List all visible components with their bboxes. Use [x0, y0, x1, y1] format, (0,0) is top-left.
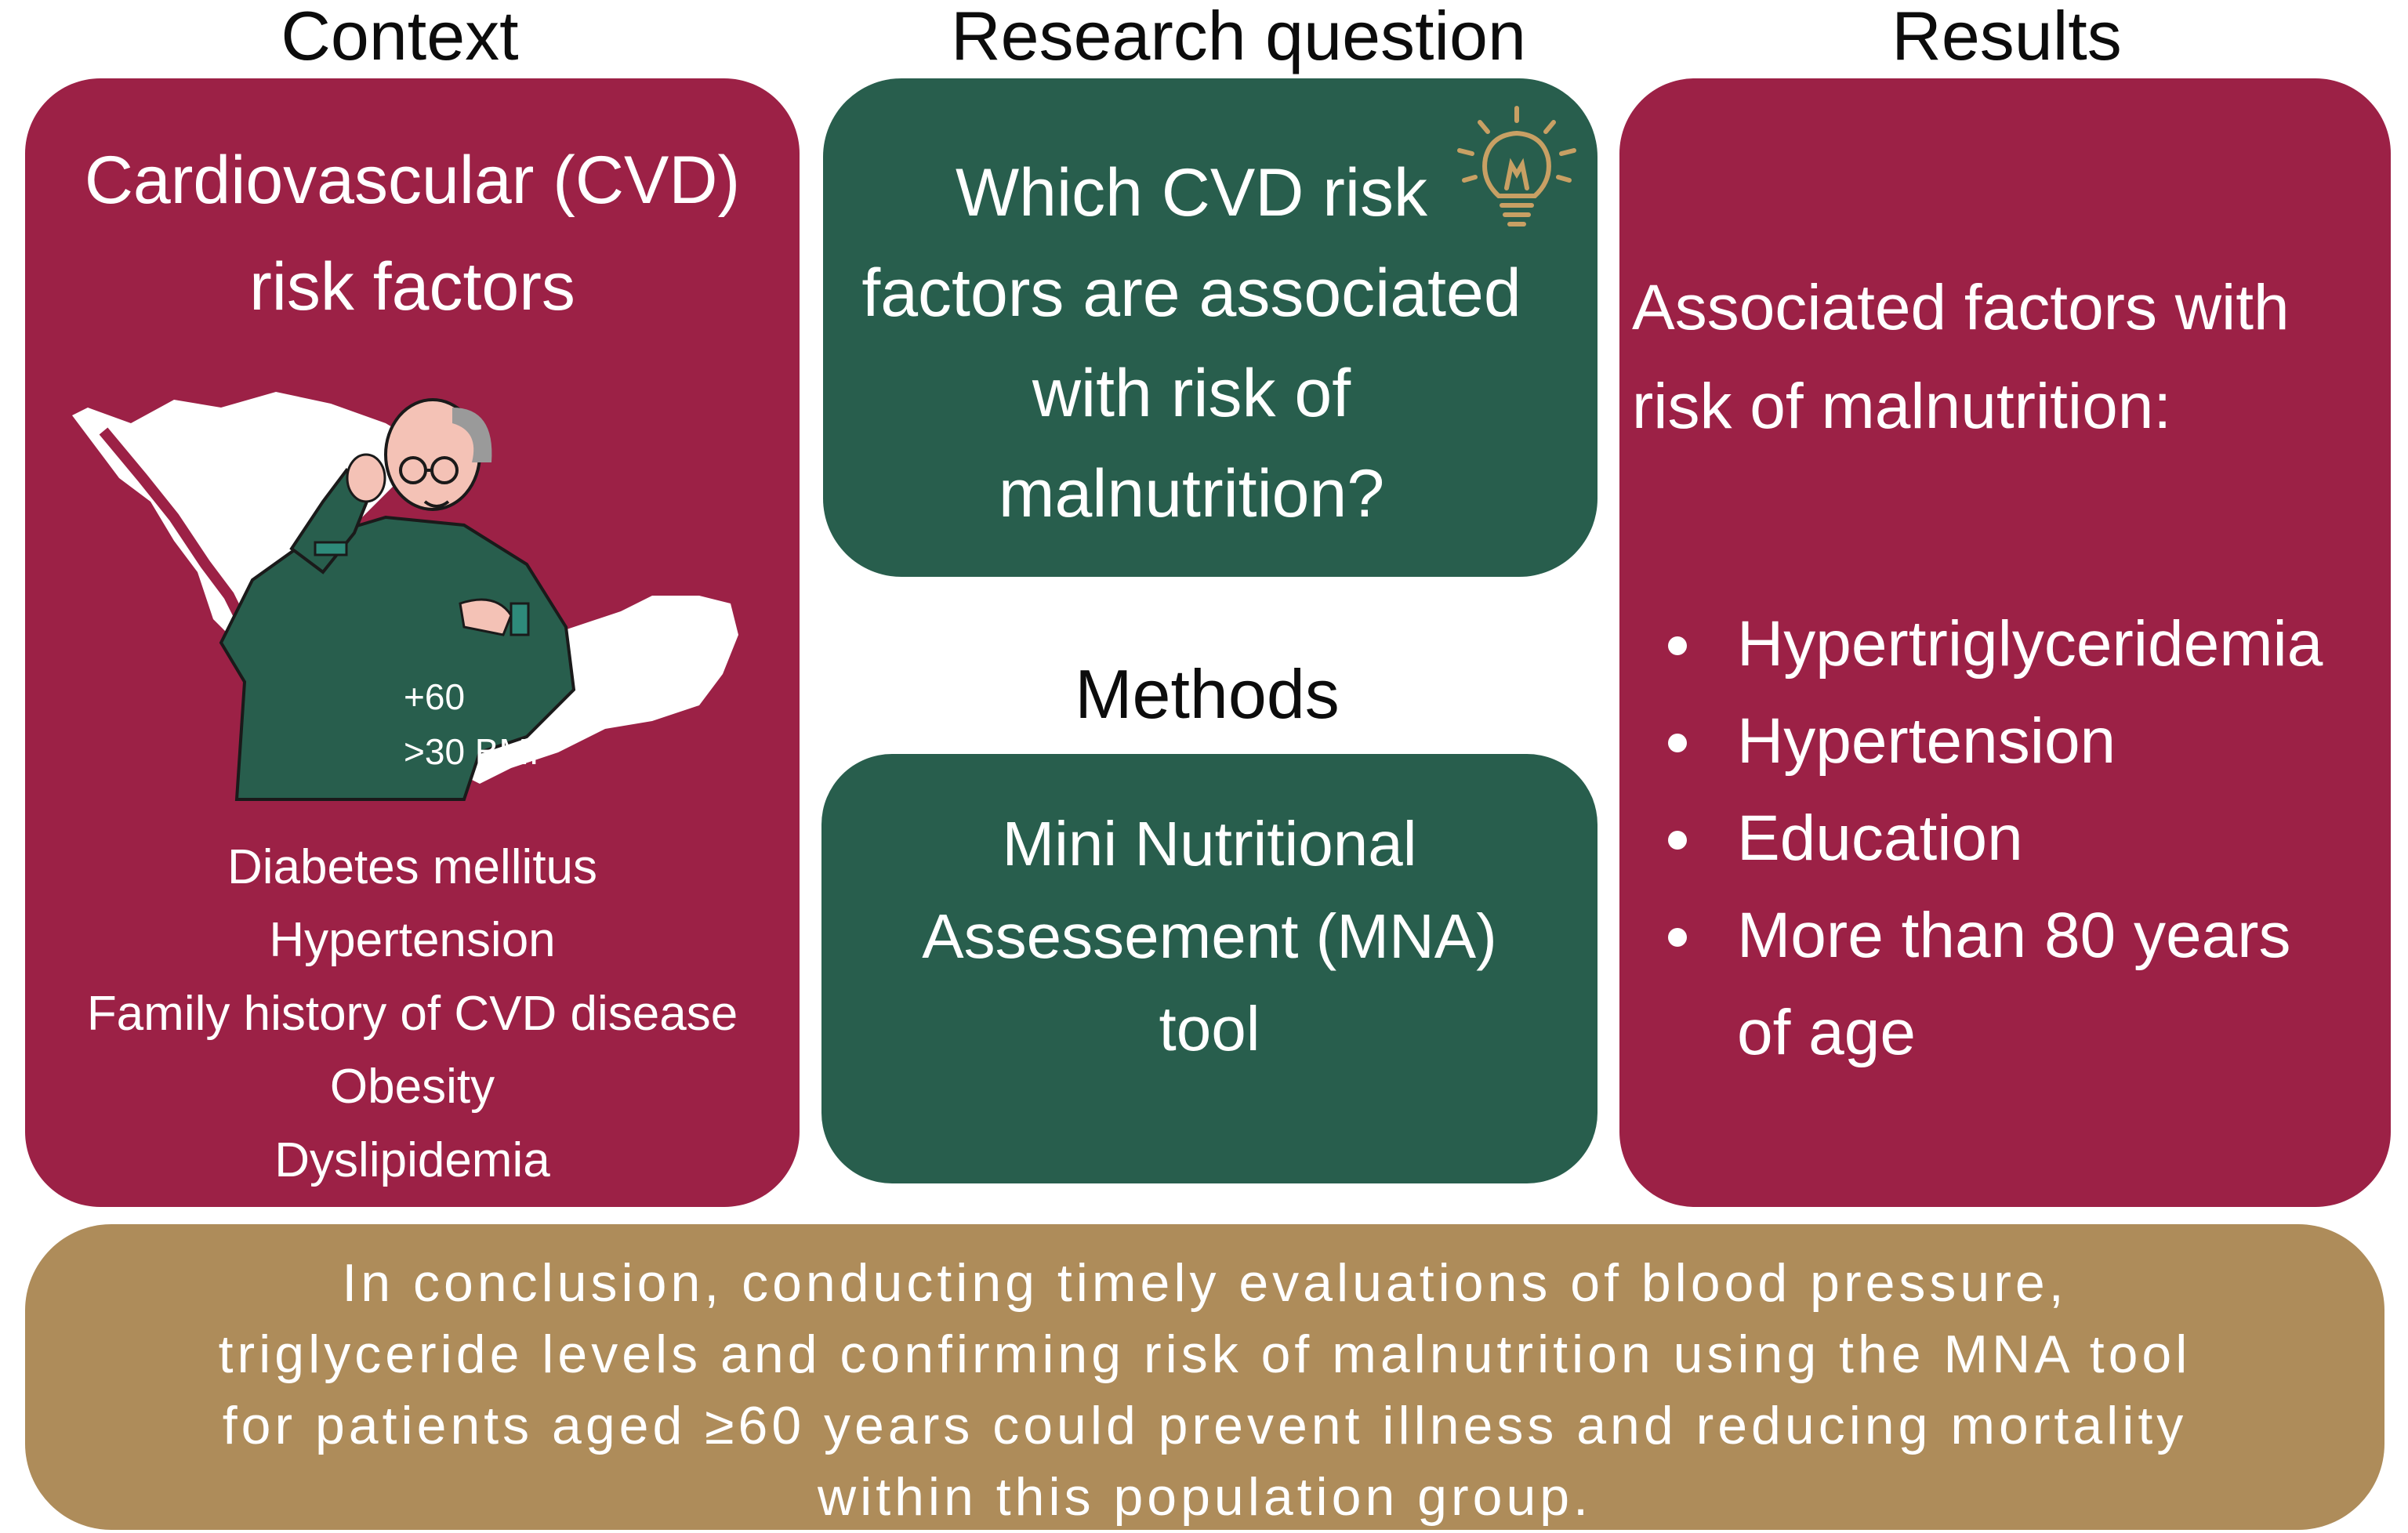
list-item: Family history of CVD disease — [86, 986, 738, 1041]
list-item: Obesity — [329, 1060, 495, 1114]
text-line: triglyceride levels and confirming risk … — [218, 1325, 2192, 1384]
list-item: Hypertension — [1668, 693, 2388, 790]
text-line: Which CVD risk — [955, 155, 1428, 230]
list-item: Education — [1668, 790, 2388, 887]
research-question-panel: Which CVD risk factors are associated wi… — [823, 78, 1597, 577]
text-line: Associated factors with — [1632, 272, 2290, 343]
text-line: within this population group. — [818, 1467, 1592, 1527]
text-line: for patients aged ≥60 years could preven… — [222, 1396, 2188, 1455]
list-item: More than 80 years of age — [1668, 887, 2388, 1082]
research-question-heading: Research question — [951, 0, 1526, 74]
lightbulb-icon — [1457, 106, 1576, 227]
methods-text: Mini Nutritional Assessement (MNA) tool — [821, 798, 1597, 1075]
methods-heading: Methods — [1075, 655, 1340, 733]
context-title: Cardiovascular (CVD) risk factors — [25, 127, 800, 340]
results-heading: Results — [1891, 0, 2122, 74]
risk-factor-list: Diabetes mellitus Hypertension Family hi… — [25, 831, 800, 1270]
age-label: +60 — [404, 676, 466, 717]
elderly-man-map-illustration: +60 >30 BMI — [56, 313, 793, 846]
text-line: risk of malnutrition: — [1632, 371, 2172, 442]
text-line: with risk of — [1032, 356, 1351, 431]
text-line: factors are associated — [861, 256, 1521, 331]
context-heading: Context — [281, 0, 519, 74]
text-line: Assessement (MNA) — [922, 901, 1497, 971]
bmi-label: >30 BMI — [404, 731, 539, 772]
list-item: Dyslipidemia — [274, 1133, 550, 1187]
text-line: Mini Nutritional — [1002, 809, 1417, 879]
methods-panel: Mini Nutritional Assessement (MNA) tool — [821, 754, 1597, 1183]
conclusion-panel: In conclusion, conducting timely evaluat… — [25, 1224, 2384, 1530]
text-line: tool — [1159, 994, 1260, 1064]
list-item: Hypertension — [269, 913, 556, 968]
list-item: Hypertriglyceridemia — [1668, 596, 2388, 693]
list-item: Diabetes mellitus — [227, 840, 598, 894]
results-panel: Associated factors with risk of malnutri… — [1619, 78, 2391, 1207]
context-title-line: risk factors — [249, 249, 575, 324]
list-item-line: of age — [1737, 997, 1916, 1068]
conclusion-text: In conclusion, conducting timely evaluat… — [72, 1248, 2337, 1533]
elderly-man-illustration — [219, 398, 576, 801]
research-question-text: Which CVD risk factors are associated wi… — [823, 143, 1560, 544]
list-item-line: More than 80 years — [1737, 900, 2291, 971]
context-panel: Cardiovascular (CVD) risk factors — [25, 78, 800, 1260]
text-line: malnutrition? — [998, 456, 1385, 531]
results-factor-list: Hypertriglyceridemia Hypertension Educat… — [1668, 596, 2388, 1082]
results-intro: Associated factors with risk of malnutri… — [1632, 259, 2384, 456]
text-line: In conclusion, conducting timely evaluat… — [342, 1253, 2068, 1313]
context-title-line: Cardiovascular (CVD) — [84, 143, 741, 218]
